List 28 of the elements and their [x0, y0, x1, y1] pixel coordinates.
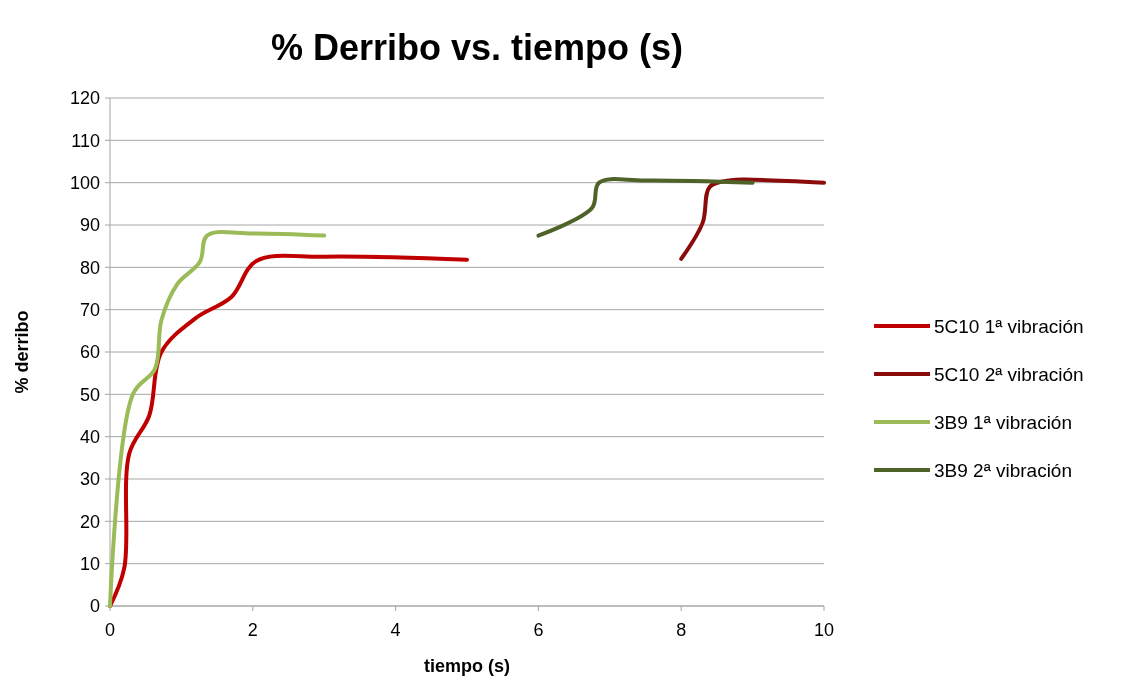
y-tick-label: 80 [79, 257, 100, 278]
legend-label: 5C10 1ª vibración [934, 315, 1084, 337]
legend-label: 3B9 2ª vibración [934, 459, 1073, 481]
y-tick-label: 100 [69, 172, 100, 193]
x-tick-label: 0 [104, 620, 116, 640]
y-axis-title: % derribo [12, 310, 32, 394]
x-tick-label: 6 [533, 620, 544, 640]
x-axis-title: tiempo (s) [423, 656, 511, 676]
y-tick-label: 50 [79, 384, 100, 405]
y-tick-label: 0 [89, 596, 100, 617]
y-tick-label: 120 [69, 88, 100, 109]
y-tick-label: 40 [79, 426, 100, 447]
y-tick-label: 110 [71, 130, 100, 151]
y-tick-label: 30 [79, 469, 100, 490]
y-tick-label: 70 [79, 299, 100, 320]
line-series [108, 230, 327, 608]
x-tick-label: 10 [813, 620, 835, 640]
y-tick-label: 10 [79, 553, 100, 574]
y-tick-label: 60 [79, 342, 100, 363]
y-tick-label: 20 [79, 511, 100, 532]
y-tick-label: 90 [79, 215, 100, 236]
legend-label: 5C10 2ª vibración [934, 363, 1084, 385]
x-tick-label: 2 [247, 620, 258, 640]
chart-title: % Derribo vs. tiempo (s) [270, 27, 684, 68]
line-series [536, 177, 755, 238]
x-tick-label: 8 [676, 620, 687, 640]
legend-label: 3B9 1ª vibración [934, 411, 1073, 433]
x-tick-label: 4 [390, 620, 401, 640]
